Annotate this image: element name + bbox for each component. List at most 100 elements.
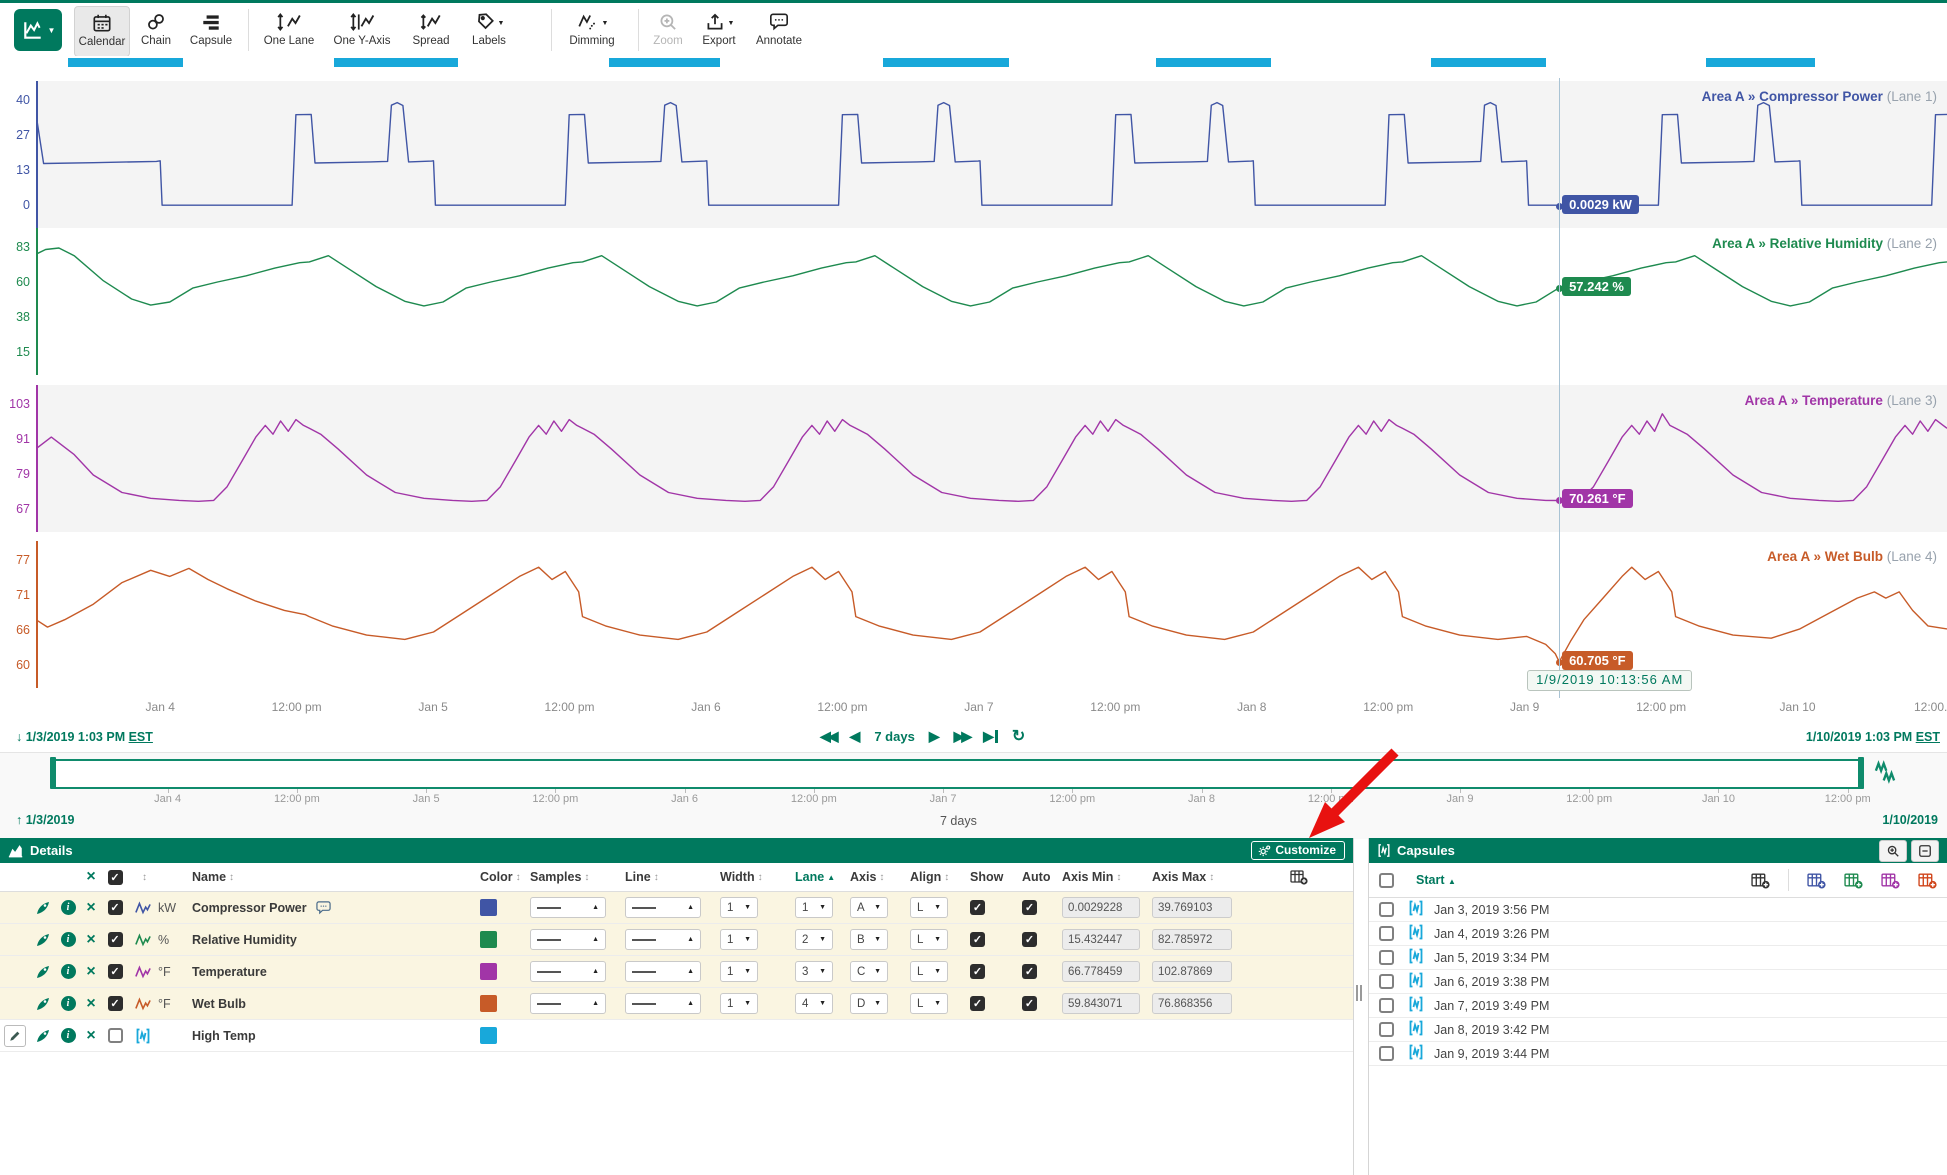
show-checkbox[interactable]: ✓ [970,964,985,979]
dropdown[interactable]: 1 ▼ [720,897,758,918]
item-select-checkbox[interactable]: ✓ [107,996,123,1011]
chart-lane-2[interactable]: 83 60 38 15 Area A » Relative Humidity (Lane… [0,228,1947,375]
timeline-end-date[interactable]: 1/10/2019 [1882,813,1938,827]
y-axis-line[interactable] [36,81,38,228]
chain-view-button[interactable]: Chain [134,6,178,55]
remove-item-button[interactable]: × [86,898,96,916]
dropdown[interactable]: A ▼ [850,897,888,918]
color-swatch[interactable] [480,1027,497,1044]
dropdown[interactable]: 1 ▼ [720,929,758,950]
item-name[interactable]: Wet Bulb [192,996,246,1011]
add-signal-column-icon-green[interactable] [1844,872,1863,889]
details-row-high-temp[interactable]: i × High Temp [0,1020,1353,1052]
capsule-checkbox[interactable] [1379,998,1394,1013]
add-signal-column-icon-purple[interactable] [1881,872,1900,889]
dropdown[interactable]: 2 ▼ [795,929,833,950]
capsule-row[interactable]: Jan 7, 2019 3:49 PM [1369,994,1947,1018]
auto-scale-checkbox[interactable]: ✓ [1022,900,1037,915]
add-column-icon[interactable] [1751,872,1770,889]
axis-max-input[interactable]: 39.769103 [1152,897,1232,918]
dimming-button[interactable]: ▼ Dimming [560,6,624,55]
calendar-time-button[interactable]: Calendar [74,6,130,57]
item-name[interactable]: Relative Humidity [192,932,297,947]
lane-series-label[interactable]: Area A » Relative Humidity (Lane 2) [1712,236,1937,251]
show-checkbox[interactable]: ✓ [970,900,985,915]
annotate-button[interactable]: Annotate [750,6,808,55]
timeline-left-handle[interactable] [50,757,56,789]
item-select-checkbox[interactable]: ✓ [107,932,123,947]
capsules-zoom-button[interactable] [1879,839,1907,862]
step-back-half-button[interactable]: ◀ [849,727,861,744]
line-style-dropdown[interactable]: ▲ [530,929,606,950]
axis-min-input[interactable]: 0.0029228 [1062,897,1140,918]
column-color[interactable]: Color ↕ [480,870,521,884]
navigate-item-button[interactable] [30,932,56,948]
color-swatch[interactable] [480,899,497,916]
navigate-item-button[interactable] [30,996,56,1012]
column-axis-max[interactable]: Axis Max ↕ [1152,870,1215,884]
timeline-capsules-icon[interactable] [1872,759,1898,785]
duration-button[interactable]: 7 days [874,728,915,744]
axis-min-input[interactable]: 15.432447 [1062,929,1140,950]
remove-item-button[interactable]: × [86,1026,96,1044]
line-style-dropdown[interactable]: ▲ [625,929,701,950]
axis-min-input[interactable]: 59.843071 [1062,993,1140,1014]
details-row-relative-humidity[interactable]: i × ✓% Relative Humidity ▲ ▲ 1 ▼ 2 ▼ B ▼ L ▼ ✓ ✓ 15.4324… [0,924,1353,956]
item-info-button[interactable]: i [56,1028,80,1043]
axis-max-input[interactable]: 76.868356 [1152,993,1232,1014]
high-temp-capsule-bar[interactable] [1431,58,1546,67]
y-axis-line[interactable] [36,541,38,688]
line-style-dropdown[interactable]: ▲ [625,993,701,1014]
column-samples[interactable]: Samples ↕ [530,870,590,884]
dropdown[interactable]: L ▼ [910,961,948,982]
column-line[interactable]: Line ↕ [625,870,659,884]
axis-max-input[interactable]: 82.785972 [1152,929,1232,950]
sort-type-icon[interactable]: ↕ [142,871,147,883]
capsule-row[interactable]: Jan 8, 2019 3:42 PM [1369,1018,1947,1042]
edit-condition-button[interactable] [4,1024,26,1047]
one-y-axis-button[interactable]: One Y-Axis [326,6,398,55]
details-row-temperature[interactable]: i × ✓ °F Temperature ▲ ▲ 1 ▼ 3 ▼ C ▼ L ▼ ✓ ✓ 66.778459 102… [0,956,1353,988]
step-forward-half-button[interactable]: ▶ [928,727,940,744]
dropdown[interactable]: 4 ▼ [795,993,833,1014]
capsule-checkbox[interactable] [1379,950,1394,965]
dropdown[interactable]: D ▼ [850,993,888,1014]
capsule-checkbox[interactable] [1379,926,1394,941]
step-back-full-button[interactable]: ◀◀ [820,727,838,744]
details-row-compressor-power[interactable]: i × ✓ kW Compressor Power ▲ ▲ 1 ▼ 1 ▼ A ▼ L ▼ ✓ ✓ 0.00292… [0,892,1353,924]
item-select-checkbox[interactable] [107,1028,123,1043]
labels-button[interactable]: ▼ Labels [464,6,514,55]
spread-button[interactable]: Spread [404,6,458,55]
chart-lane-3[interactable]: 103 91 79 67 Area A » Temperature (Lane 3) [0,385,1947,532]
auto-update-button[interactable]: ↻ [1011,728,1026,745]
remove-item-button[interactable]: × [86,962,96,980]
timezone-link[interactable]: EST [128,730,153,744]
column-axis-min[interactable]: Axis Min ↕ [1062,870,1122,884]
dropdown[interactable]: 1 ▼ [795,897,833,918]
view-selector-button[interactable]: ▼ [14,9,62,51]
show-checkbox[interactable]: ✓ [970,932,985,947]
select-all-checkbox[interactable]: ✓ [107,869,123,885]
capsule-checkbox[interactable] [1379,1022,1394,1037]
capsule-checkbox[interactable] [1379,974,1394,989]
remove-item-button[interactable]: × [86,930,96,948]
comment-icon[interactable] [315,900,332,915]
capsule-row[interactable]: Jan 4, 2019 3:26 PM [1369,922,1947,946]
auto-scale-checkbox[interactable]: ✓ [1022,964,1037,979]
timezone-link[interactable]: EST [1915,730,1940,744]
color-swatch[interactable] [480,931,497,948]
display-range-end[interactable]: 1/10/2019 1:03 PM EST [1805,730,1940,744]
column-width[interactable]: Width ↕ [720,870,763,884]
capsules-column-start[interactable]: Start ▲ [1416,873,1456,887]
capsule-row[interactable]: Jan 5, 2019 3:34 PM [1369,946,1947,970]
line-style-dropdown[interactable]: ▲ [530,993,606,1014]
navigate-item-button[interactable] [30,1028,56,1044]
chart-lane-1[interactable]: 40 27 13 0 Area A » Compressor Power (Lane 1… [0,81,1947,228]
timeline-right-handle[interactable] [1858,757,1864,789]
capsule-checkbox[interactable] [1379,902,1394,917]
panel-resize-handle[interactable] [1356,985,1364,1001]
dropdown[interactable]: C ▼ [850,961,888,982]
item-info-button[interactable]: i [56,964,80,979]
axis-max-input[interactable]: 102.87869 [1152,961,1232,982]
lane-series-label[interactable]: Area A » Wet Bulb (Lane 4) [1767,549,1937,564]
